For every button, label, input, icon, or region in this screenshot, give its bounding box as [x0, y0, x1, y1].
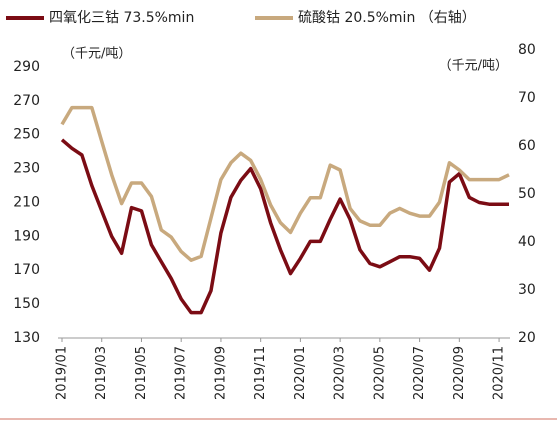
y-tick-label: 290 [13, 59, 40, 75]
x-tick-label: 2020/03 [333, 346, 348, 400]
right-axis-unit: （千元/吨） [439, 59, 508, 74]
y-tick-label: 270 [13, 93, 40, 109]
x-tick-label: 2020/01 [293, 346, 308, 400]
y-tick-label: 130 [13, 330, 40, 346]
y2-tick-label: 80 [518, 42, 536, 58]
x-tick-label: 2019/03 [94, 346, 109, 400]
legend-label: 四氧化三钴 73.5%min [49, 10, 194, 26]
x-tick-label: 2019/07 [174, 346, 189, 400]
series-line [60, 138, 509, 315]
y2-tick-label: 40 [518, 234, 536, 250]
y-tick-label: 190 [13, 228, 40, 244]
x-tick-label: 2019/09 [213, 346, 228, 400]
y-tick-label: 210 [13, 194, 40, 210]
x-tick-label: 2019/05 [134, 346, 149, 400]
legend-label: 硫酸钴 20.5%min （右轴） [298, 10, 476, 26]
y-tick-label: 230 [13, 161, 40, 177]
y-tick-label: 250 [13, 127, 40, 143]
y-tick-label: 150 [13, 296, 40, 312]
y2-tick-label: 60 [518, 138, 536, 154]
x-tick-label: 2019/01 [55, 346, 70, 400]
y-tick-label: 170 [13, 262, 40, 278]
left-axis-unit: （千元/吨） [62, 47, 131, 62]
x-tick-label: 2020/09 [452, 346, 467, 400]
y2-tick-label: 20 [518, 330, 536, 346]
y2-tick-label: 70 [518, 90, 536, 106]
y2-tick-label: 50 [518, 186, 536, 202]
series-line [60, 105, 510, 262]
y2-tick-label: 30 [518, 282, 536, 298]
x-tick-label: 2020/05 [372, 346, 387, 400]
x-tick-label: 2020/07 [412, 346, 427, 400]
x-tick-label: 2020/11 [492, 346, 507, 400]
x-tick-label: 2019/11 [253, 346, 268, 400]
